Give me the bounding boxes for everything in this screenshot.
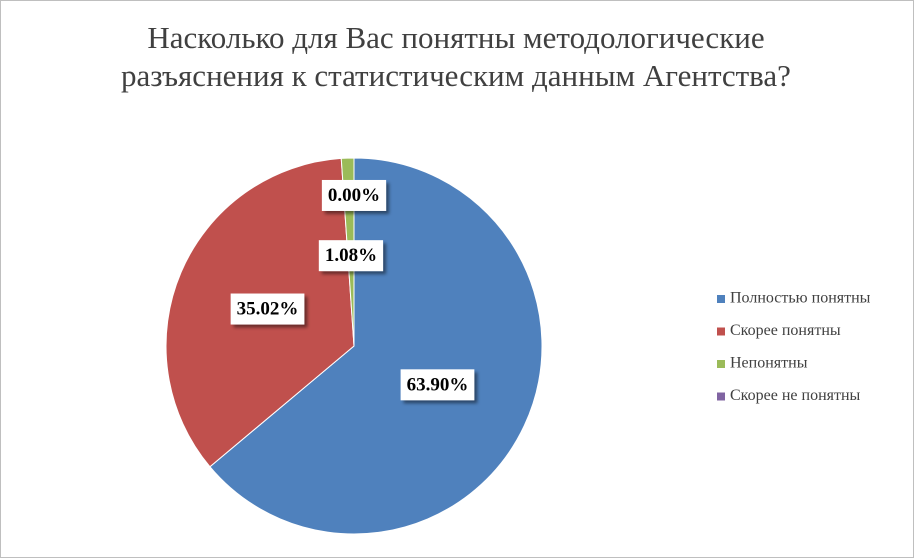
pie-slice	[209, 157, 543, 535]
legend-label: Полностью понятны	[730, 290, 871, 307]
data-label-box	[230, 293, 305, 325]
legend-swatch	[717, 392, 725, 401]
legend-swatch	[717, 327, 725, 336]
legend-swatch	[717, 360, 725, 368]
legend-label: Скорее не понятны	[730, 387, 861, 404]
data-label: 1.08%	[325, 245, 377, 266]
data-label-box	[400, 369, 475, 401]
data-label-box	[318, 240, 384, 272]
legend-label: Непонятны	[730, 355, 808, 372]
data-label: 35.02%	[237, 299, 299, 320]
data-label-box	[321, 179, 387, 211]
legend-label: Скорее понятны	[730, 322, 841, 339]
data-label: 0.00%	[328, 185, 380, 206]
chart-title: Насколько для Вас понятны методологическ…	[121, 20, 791, 93]
legend-swatch	[717, 295, 725, 303]
data-label: 63.90%	[407, 374, 469, 395]
